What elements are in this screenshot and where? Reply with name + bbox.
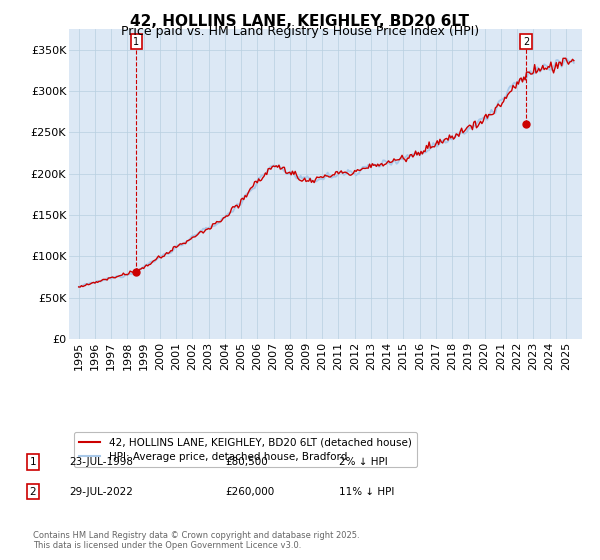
Text: This data is licensed under the Open Government Licence v3.0.: This data is licensed under the Open Gov… xyxy=(33,541,301,550)
Text: £260,000: £260,000 xyxy=(225,487,274,497)
Text: Price paid vs. HM Land Registry's House Price Index (HPI): Price paid vs. HM Land Registry's House … xyxy=(121,25,479,38)
Text: 29-JUL-2022: 29-JUL-2022 xyxy=(69,487,133,497)
Text: 2: 2 xyxy=(29,487,37,497)
Text: 11% ↓ HPI: 11% ↓ HPI xyxy=(339,487,394,497)
Point xyxy=(131,268,141,277)
Text: 42, HOLLINS LANE, KEIGHLEY, BD20 6LT: 42, HOLLINS LANE, KEIGHLEY, BD20 6LT xyxy=(131,14,470,29)
Text: Contains HM Land Registry data © Crown copyright and database right 2025.: Contains HM Land Registry data © Crown c… xyxy=(33,531,359,540)
Legend: 42, HOLLINS LANE, KEIGHLEY, BD20 6LT (detached house), HPI: Average price, detac: 42, HOLLINS LANE, KEIGHLEY, BD20 6LT (de… xyxy=(74,432,416,467)
Text: £80,500: £80,500 xyxy=(225,457,268,467)
Text: 2: 2 xyxy=(523,36,529,46)
Point xyxy=(521,120,531,129)
Text: 23-JUL-1998: 23-JUL-1998 xyxy=(69,457,133,467)
Text: 1: 1 xyxy=(133,36,139,46)
Text: 1: 1 xyxy=(29,457,37,467)
Text: 2% ↓ HPI: 2% ↓ HPI xyxy=(339,457,388,467)
